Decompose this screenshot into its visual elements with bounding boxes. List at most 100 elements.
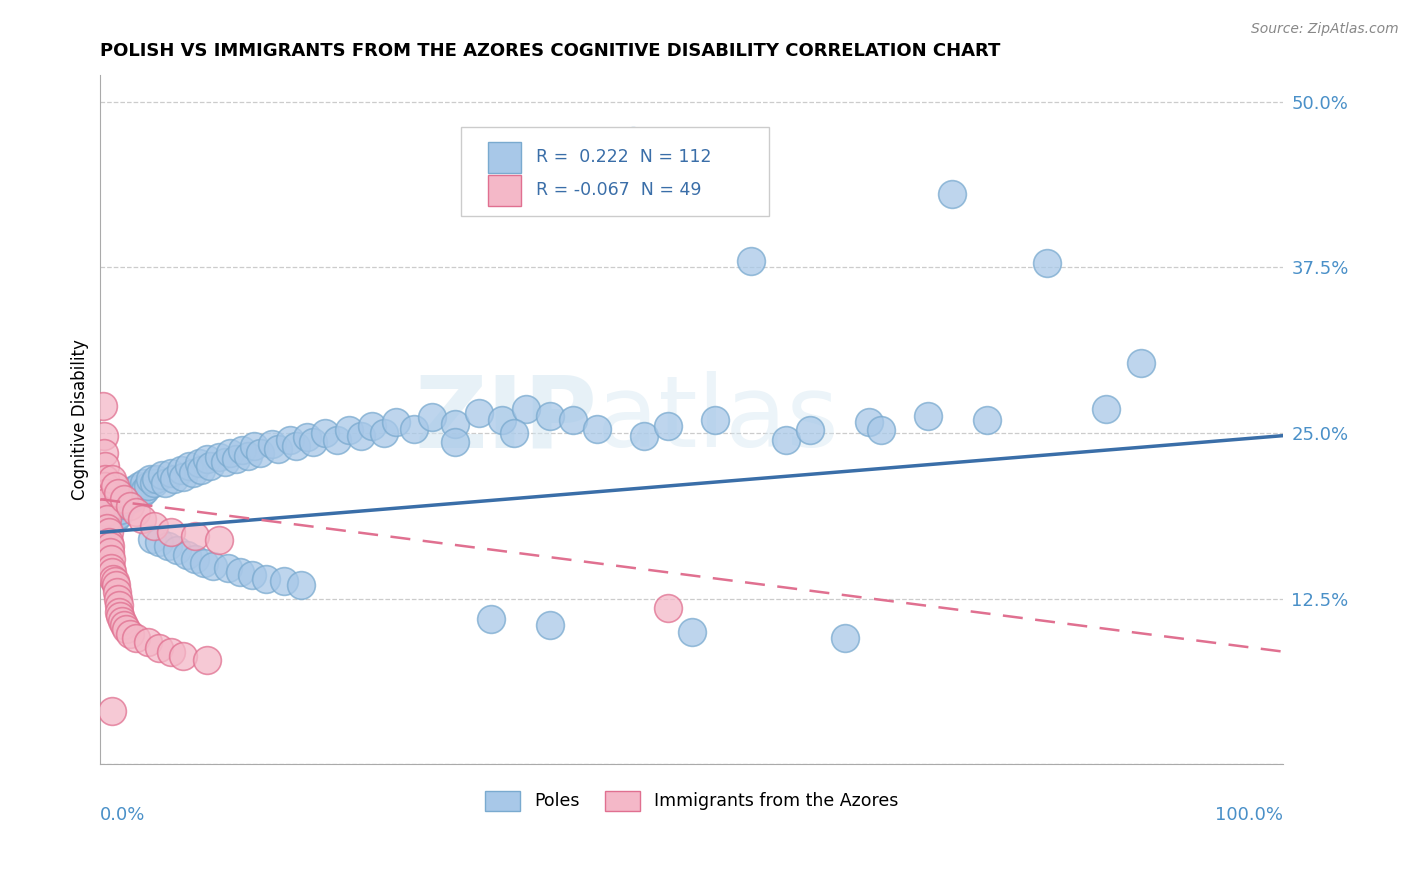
Point <box>94 479 117 493</box>
Point <box>740 253 762 268</box>
Point <box>976 413 998 427</box>
Text: ZIP: ZIP <box>415 371 598 468</box>
Point <box>105 506 128 520</box>
Point <box>101 472 124 486</box>
Point <box>98 539 121 553</box>
Point <box>132 476 155 491</box>
Point <box>94 472 117 486</box>
Point <box>134 483 156 497</box>
Point <box>148 640 170 655</box>
Point <box>100 507 122 521</box>
Point <box>184 529 207 543</box>
Point <box>120 492 142 507</box>
Point <box>142 518 165 533</box>
Point <box>479 611 502 625</box>
Point <box>107 591 129 606</box>
Point <box>207 450 229 464</box>
Point <box>125 482 148 496</box>
Point <box>136 635 159 649</box>
Point <box>136 479 159 493</box>
Point <box>101 704 124 718</box>
Point <box>118 499 141 513</box>
Point <box>373 425 395 440</box>
Point <box>170 463 193 477</box>
Point <box>125 506 148 520</box>
Point <box>111 498 134 512</box>
Point <box>100 561 122 575</box>
Point <box>103 574 125 589</box>
Point <box>214 455 236 469</box>
Point <box>1035 256 1057 270</box>
Point <box>107 508 129 523</box>
Point <box>562 413 585 427</box>
Point <box>217 561 239 575</box>
Point <box>184 552 207 566</box>
Point <box>491 413 513 427</box>
Point <box>657 419 679 434</box>
Point <box>105 585 128 599</box>
Point <box>93 428 115 442</box>
Point <box>98 545 121 559</box>
Point <box>111 492 134 507</box>
Point <box>166 542 188 557</box>
Point <box>103 572 125 586</box>
Point <box>225 452 247 467</box>
Point <box>858 416 880 430</box>
Point <box>1130 356 1153 370</box>
Point <box>141 532 163 546</box>
Point <box>108 599 131 613</box>
Point <box>117 488 139 502</box>
Point <box>238 449 260 463</box>
Point <box>91 400 114 414</box>
Point <box>118 485 141 500</box>
Point <box>420 410 443 425</box>
Point <box>96 521 118 535</box>
Point <box>150 468 173 483</box>
Legend: Poles, Immigrants from the Azores: Poles, Immigrants from the Azores <box>478 784 905 818</box>
Point <box>93 506 115 520</box>
Point <box>103 479 125 493</box>
Point <box>96 521 118 535</box>
Point <box>195 652 218 666</box>
Point <box>775 433 797 447</box>
FancyBboxPatch shape <box>461 127 769 217</box>
Text: 100.0%: 100.0% <box>1215 805 1284 823</box>
Point <box>402 422 425 436</box>
Point <box>108 495 131 509</box>
Point <box>870 423 893 437</box>
Point <box>104 510 127 524</box>
Point <box>96 495 118 509</box>
Point <box>278 433 301 447</box>
Text: 0.0%: 0.0% <box>100 805 146 823</box>
Point <box>110 608 132 623</box>
Point <box>254 572 277 586</box>
Point <box>917 409 939 423</box>
Point <box>260 436 283 450</box>
Point <box>621 135 644 149</box>
Point <box>284 439 307 453</box>
Point <box>538 618 561 632</box>
Point <box>103 506 125 520</box>
Point <box>361 419 384 434</box>
Point <box>302 435 325 450</box>
Point <box>100 552 122 566</box>
Point <box>177 459 200 474</box>
Point <box>187 457 209 471</box>
Point <box>160 466 183 480</box>
Point <box>160 525 183 540</box>
Point <box>110 503 132 517</box>
Point <box>139 472 162 486</box>
Point <box>93 446 115 460</box>
Point <box>633 428 655 442</box>
Point <box>515 402 537 417</box>
Point <box>172 469 194 483</box>
Point <box>681 624 703 639</box>
Point <box>444 417 467 431</box>
Point <box>314 425 336 440</box>
Point <box>160 645 183 659</box>
Point <box>207 533 229 548</box>
Point <box>468 406 491 420</box>
FancyBboxPatch shape <box>488 175 522 206</box>
Point <box>249 446 271 460</box>
Point <box>112 492 135 507</box>
